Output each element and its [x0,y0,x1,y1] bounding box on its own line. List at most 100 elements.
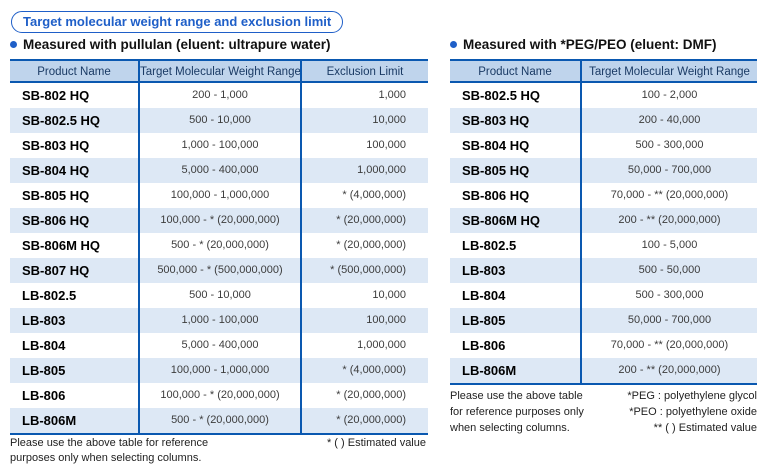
right-section-heading: Measured with *PEG/PEO (eluent: DMF) [450,37,717,52]
table-row: LB-806M 500 - * (20,000,000) * (20,000,000… [10,408,428,433]
value-cell: 500 - 50,000 [638,264,701,276]
value-cell: 100,000 [366,314,406,326]
product-name-cell: SB-803 HQ [10,133,140,158]
product-name-cell: SB-804 HQ [10,158,140,183]
value-cell: 500 - 300,000 [635,139,704,151]
table-row: SB-804 HQ 500 - 300,000 [450,133,757,158]
table-row: SB-802 HQ 200 - 1,000 1,000 [10,83,428,108]
footnote-line: *PEG : polyethylene glycol [627,390,757,402]
column-header: Target Molecular Weight Range [140,61,302,81]
reference-note: Please use the above table for reference… [10,436,300,466]
product-name-cell: LB-803 [10,308,140,333]
left-table-footnote: Please use the above table for reference… [10,436,428,466]
table-row: SB-806 HQ 70,000 - ** (20,000,000) [450,183,757,208]
value-cell: 100 - 5,000 [641,239,698,251]
product-name-cell: SB-803 HQ [450,108,582,133]
value-cell: 70,000 - ** (20,000,000) [610,339,729,351]
value-cell: 100,000 [366,139,406,151]
table-row: LB-806 70,000 - ** (20,000,000) [450,333,757,358]
product-name-cell: SB-806 HQ [10,208,140,233]
product-name-cell: SB-805 HQ [450,158,582,183]
value-cell: * (20,000,000) [336,239,406,251]
table-row: SB-803 HQ 200 - 40,000 [450,108,757,133]
table-row: SB-805 HQ 50,000 - 700,000 [450,158,757,183]
product-name-cell: LB-802.5 [10,283,140,308]
estimated-value-note: * ( ) Estimated value [326,437,426,449]
value-cell: 1,000 - 100,000 [140,308,302,333]
product-name-cell: LB-806 [10,383,140,408]
value-cell: 500 - 10,000 [140,283,302,308]
value-cell: 200 - ** (20,000,000) [618,214,721,226]
value-cell: 70,000 - ** (20,000,000) [610,189,729,201]
table-row: LB-803 500 - 50,000 [450,258,757,283]
value-cell: 50,000 - 700,000 [627,164,712,176]
table-row: SB-805 HQ 100,000 - 1,000,000 * (4,000,000… [10,183,428,208]
value-cell: 100,000 - 1,000,000 [140,358,302,383]
product-name-cell: LB-803 [450,258,582,283]
value-cell: 500 - 10,000 [140,108,302,133]
product-name-cell: LB-804 [10,333,140,358]
table-row: SB-802.5 HQ 100 - 2,000 [450,83,757,108]
product-name-cell: SB-806M HQ [450,208,582,233]
value-cell: 5,000 - 400,000 [140,333,302,358]
table-row: LB-802.5 500 - 10,000 10,000 [10,283,428,308]
table-body: SB-802 HQ 200 - 1,000 1,000 SB-802.5 HQ 500 … [10,83,428,433]
value-cell: * (20,000,000) [336,214,406,226]
product-name-cell: SB-802 HQ [10,83,140,108]
value-cell: 10,000 [372,114,406,126]
reference-note: Please use the above table for reference … [450,388,584,436]
bullet-icon [10,41,17,48]
value-cell: 500 - * (20,000,000) [140,233,302,258]
footnote-line: Please use the above table [450,390,583,402]
column-header: Exclusion Limit [326,66,404,78]
footnote-line: for reference purposes only [450,406,584,418]
product-name-cell: SB-802.5 HQ [450,83,582,108]
value-cell: * (4,000,000) [342,364,406,376]
footnote-line: purposes only when selecting columns. [10,452,202,464]
table-body: SB-802.5 HQ 100 - 2,000 SB-803 HQ 200 - 40,… [450,83,757,383]
value-cell: 200 - 1,000 [140,83,302,108]
table-row: LB-804 500 - 300,000 [450,283,757,308]
value-cell: 1,000,000 [357,164,406,176]
table-row: LB-802.5 100 - 5,000 [450,233,757,258]
left-section-title: Measured with pullulan (eluent: ultrapur… [23,37,331,52]
value-cell: 100,000 - * (20,000,000) [140,208,302,233]
product-name-cell: LB-806M [10,408,140,433]
table-row: SB-804 HQ 5,000 - 400,000 1,000,000 [10,158,428,183]
value-cell: * (500,000,000) [330,264,406,276]
value-cell: 200 - 40,000 [638,114,701,126]
table-row: LB-804 5,000 - 400,000 1,000,000 [10,333,428,358]
table-header-row: Product Name Target Molecular Weight Rang… [10,61,428,83]
value-cell: * (20,000,000) [336,389,406,401]
value-cell: 5,000 - 400,000 [140,158,302,183]
table-row: SB-806 HQ 100,000 - * (20,000,000) * (20,0… [10,208,428,233]
table-row: SB-807 HQ 500,000 - * (500,000,000) * (500… [10,258,428,283]
value-cell: 200 - ** (20,000,000) [618,364,721,376]
product-name-cell: SB-806M HQ [10,233,140,258]
value-cell: 1,000,000 [357,339,406,351]
table-row: SB-806M HQ 500 - * (20,000,000) * (20,000,… [10,233,428,258]
value-cell: * (4,000,000) [342,189,406,201]
table-row: LB-806 100,000 - * (20,000,000) * (20,000,… [10,383,428,408]
table-row: SB-803 HQ 1,000 - 100,000 100,000 [10,133,428,158]
value-cell: 500,000 - * (500,000,000) [140,258,302,283]
table-row: SB-806M HQ 200 - ** (20,000,000) [450,208,757,233]
page-title: Target molecular weight range and exclus… [11,11,344,33]
value-cell: 1,000 [378,89,406,101]
product-name-cell: LB-805 [10,358,140,383]
table-row: LB-805 100,000 - 1,000,000 * (4,000,000) [10,358,428,383]
product-name-cell: SB-807 HQ [10,258,140,283]
left-section-heading: Measured with pullulan (eluent: ultrapur… [10,37,331,52]
value-cell: 100,000 - 1,000,000 [140,183,302,208]
table-row: SB-802.5 HQ 500 - 10,000 10,000 [10,108,428,133]
footnote-line: *PEO : polyethylene oxide [629,406,757,418]
peg-peo-table: Product Name Target Molecular Weight Rang… [450,59,757,385]
footnote-line: when selecting columns. [450,422,570,434]
abbreviation-notes: *PEG : polyethylene glycol *PEO : polyeth… [627,388,757,436]
product-name-cell: LB-802.5 [450,233,582,258]
value-cell: 500 - 300,000 [635,289,704,301]
value-cell: 100 - 2,000 [641,89,698,101]
value-cell: 100,000 - * (20,000,000) [140,383,302,408]
product-name-cell: LB-806M [450,358,582,383]
